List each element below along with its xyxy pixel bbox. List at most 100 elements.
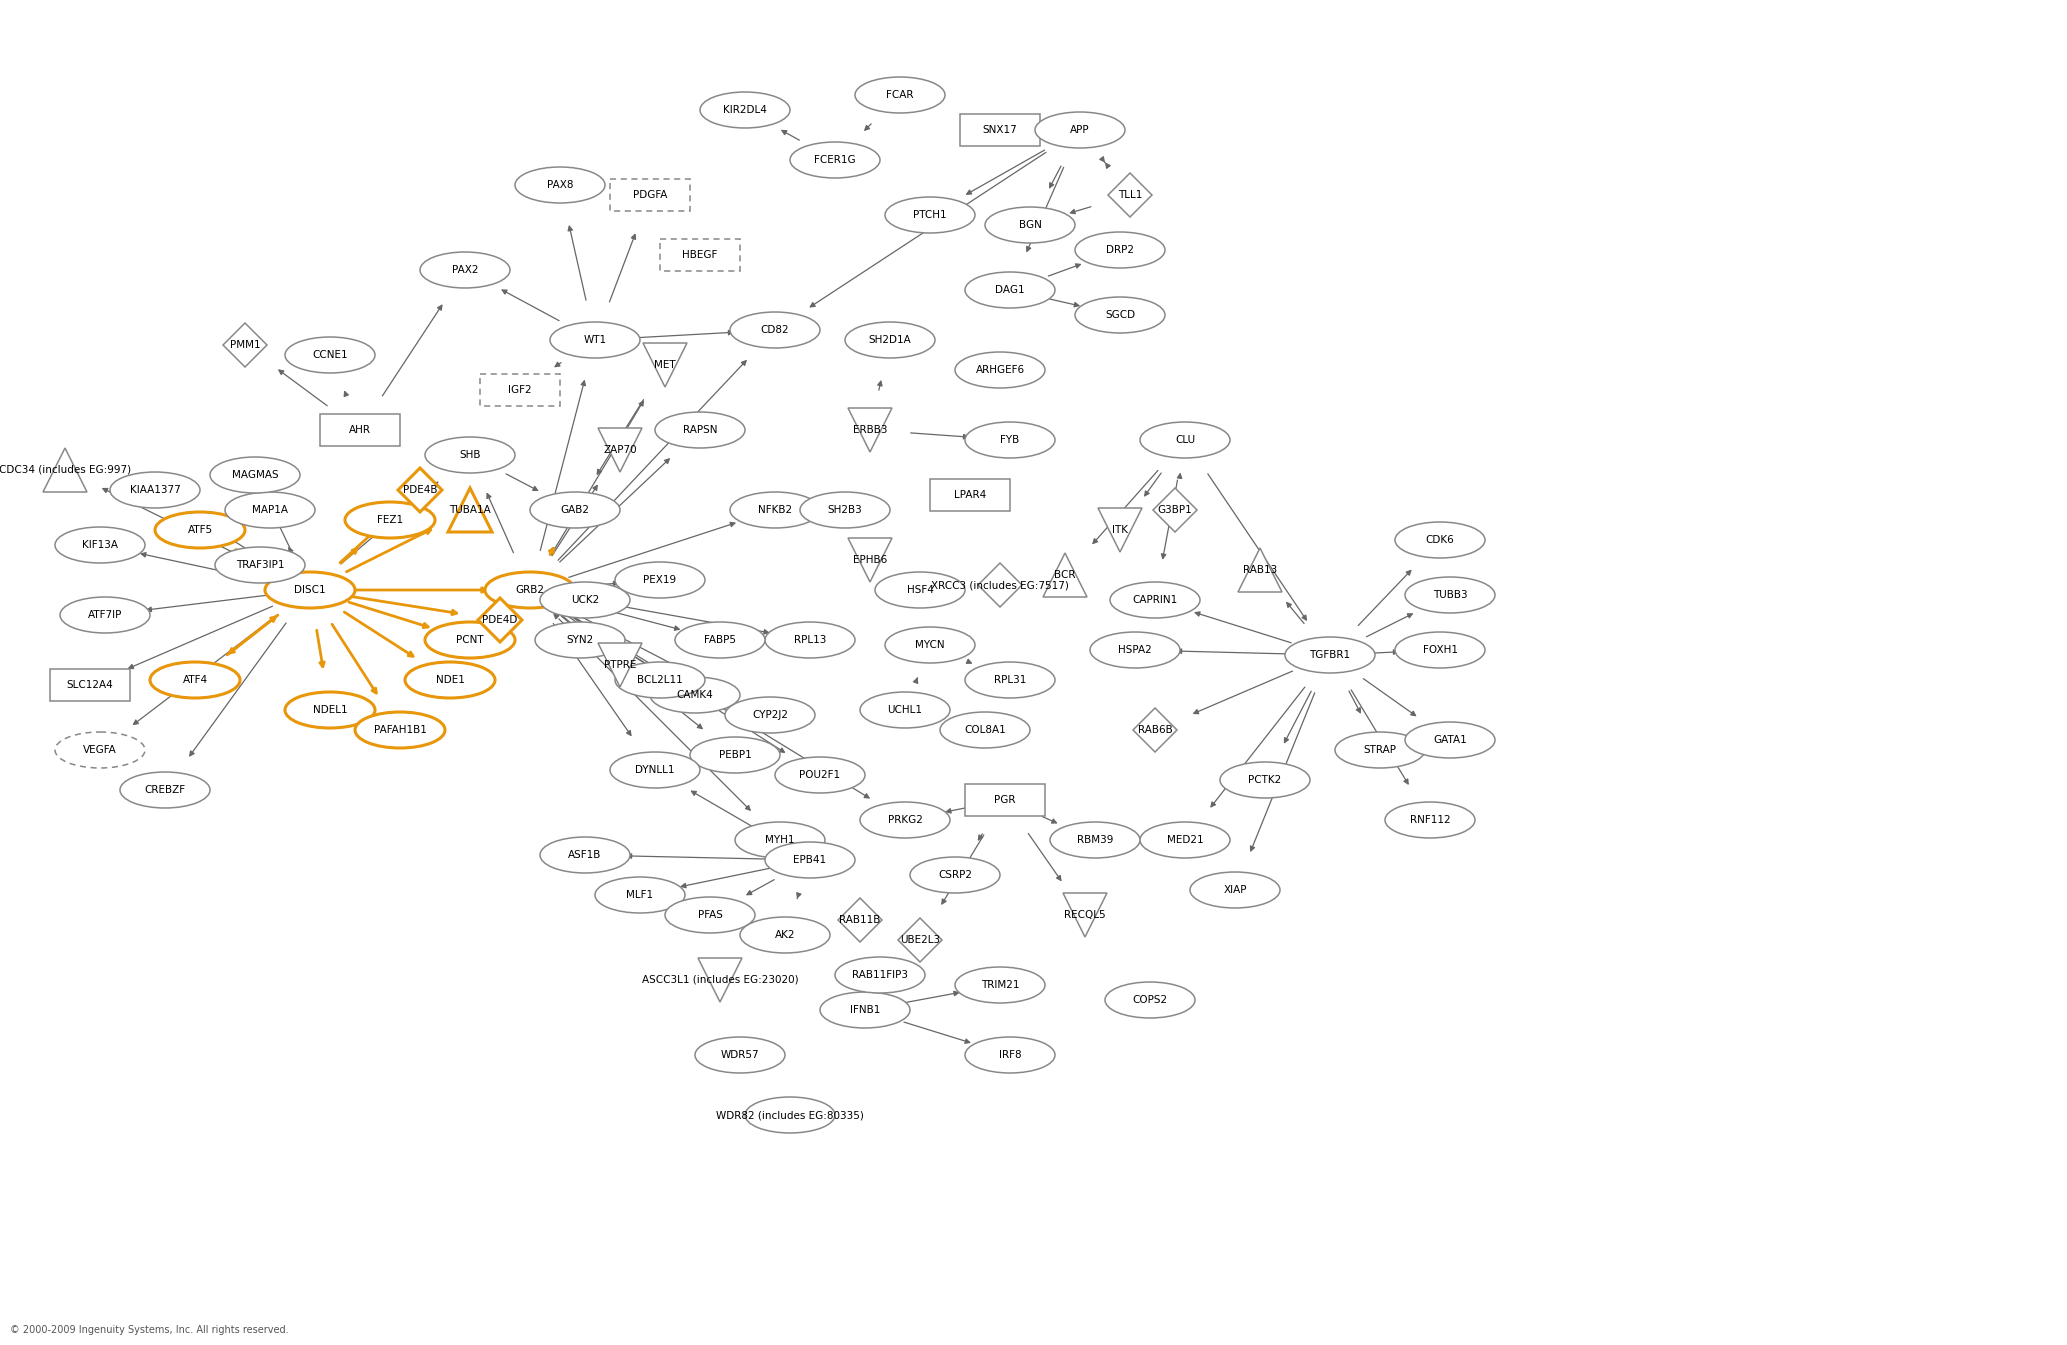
Text: KIAA1377: KIAA1377 — [130, 486, 180, 495]
Ellipse shape — [285, 691, 374, 728]
Polygon shape — [847, 408, 893, 452]
Ellipse shape — [730, 492, 821, 529]
Text: PMM1: PMM1 — [229, 340, 260, 350]
Ellipse shape — [765, 842, 856, 878]
Ellipse shape — [986, 207, 1075, 243]
Ellipse shape — [426, 437, 515, 473]
Text: PFAS: PFAS — [697, 911, 723, 920]
Text: RPL31: RPL31 — [994, 675, 1025, 685]
FancyBboxPatch shape — [930, 479, 1011, 511]
Text: PCTK2: PCTK2 — [1248, 775, 1282, 785]
Text: FABP5: FABP5 — [705, 635, 736, 646]
Ellipse shape — [1406, 722, 1494, 759]
Text: TUBB3: TUBB3 — [1432, 590, 1468, 600]
Text: WT1: WT1 — [583, 335, 606, 346]
Ellipse shape — [155, 512, 246, 547]
Text: PAFAH1B1: PAFAH1B1 — [374, 725, 426, 734]
Polygon shape — [597, 643, 643, 687]
Ellipse shape — [1220, 763, 1310, 798]
Ellipse shape — [225, 492, 314, 529]
Text: CDK6: CDK6 — [1426, 535, 1455, 545]
Ellipse shape — [110, 472, 200, 508]
Ellipse shape — [666, 897, 754, 933]
Polygon shape — [1062, 893, 1108, 937]
Ellipse shape — [744, 1098, 835, 1132]
Text: RAB11B: RAB11B — [839, 915, 881, 925]
Ellipse shape — [874, 572, 965, 608]
Polygon shape — [597, 428, 643, 472]
Ellipse shape — [1335, 732, 1424, 768]
Text: NFKB2: NFKB2 — [759, 504, 792, 515]
Text: RAB13: RAB13 — [1242, 565, 1277, 576]
Text: FOXH1: FOXH1 — [1422, 646, 1457, 655]
Text: UCHL1: UCHL1 — [887, 705, 922, 716]
Text: SGCD: SGCD — [1106, 309, 1135, 320]
Text: TRIM21: TRIM21 — [980, 981, 1019, 990]
Ellipse shape — [1385, 802, 1476, 838]
Text: VEGFA: VEGFA — [83, 745, 118, 755]
Text: PEX19: PEX19 — [643, 576, 676, 585]
Ellipse shape — [1286, 638, 1375, 672]
FancyBboxPatch shape — [50, 668, 130, 701]
Ellipse shape — [1110, 582, 1201, 617]
Text: CCNE1: CCNE1 — [312, 350, 347, 360]
Text: CYP2J2: CYP2J2 — [752, 710, 788, 720]
Ellipse shape — [860, 802, 951, 838]
Text: CLU: CLU — [1174, 434, 1195, 445]
Ellipse shape — [1036, 112, 1124, 148]
Text: CREBZF: CREBZF — [145, 785, 186, 795]
FancyBboxPatch shape — [610, 179, 690, 211]
Text: © 2000-2009 Ingenuity Systems, Inc. All rights reserved.: © 2000-2009 Ingenuity Systems, Inc. All … — [10, 1325, 289, 1336]
Text: MYH1: MYH1 — [765, 835, 794, 845]
Text: MLF1: MLF1 — [626, 890, 653, 900]
Text: PDGFA: PDGFA — [633, 190, 668, 200]
Ellipse shape — [486, 572, 575, 608]
Text: CAPRIN1: CAPRIN1 — [1133, 594, 1178, 605]
FancyBboxPatch shape — [659, 239, 740, 270]
Ellipse shape — [676, 621, 765, 658]
Text: AHR: AHR — [349, 425, 370, 434]
Ellipse shape — [940, 712, 1029, 748]
Polygon shape — [699, 958, 742, 1002]
Ellipse shape — [821, 993, 909, 1028]
Text: CSRP2: CSRP2 — [938, 870, 971, 880]
Text: PDE4D: PDE4D — [482, 615, 517, 625]
Text: ZAP70: ZAP70 — [604, 445, 637, 455]
Ellipse shape — [1191, 872, 1279, 908]
Text: TLL1: TLL1 — [1118, 190, 1143, 200]
Text: SLC12A4: SLC12A4 — [66, 681, 114, 690]
Text: BGN: BGN — [1019, 221, 1042, 230]
Text: DISC1: DISC1 — [294, 585, 327, 594]
Text: PAX8: PAX8 — [548, 180, 573, 190]
Ellipse shape — [885, 196, 976, 233]
Ellipse shape — [356, 712, 444, 748]
Text: TUBA1A: TUBA1A — [449, 504, 490, 515]
Text: ATF5: ATF5 — [188, 525, 213, 535]
Text: SHB: SHB — [459, 451, 482, 460]
Text: PAX2: PAX2 — [453, 265, 477, 274]
Ellipse shape — [610, 752, 701, 788]
Ellipse shape — [909, 857, 1000, 893]
Ellipse shape — [550, 321, 641, 358]
Polygon shape — [847, 538, 893, 582]
Text: RECQL5: RECQL5 — [1065, 911, 1106, 920]
Ellipse shape — [515, 167, 606, 203]
Polygon shape — [1238, 547, 1282, 592]
Text: SYN2: SYN2 — [566, 635, 593, 646]
Text: TRAF3IP1: TRAF3IP1 — [236, 560, 285, 570]
Ellipse shape — [426, 621, 515, 658]
Ellipse shape — [955, 352, 1046, 387]
Text: PTPRE: PTPRE — [604, 660, 637, 670]
Text: FEZ1: FEZ1 — [376, 515, 403, 525]
Text: ATF7IP: ATF7IP — [87, 611, 122, 620]
Text: PEBP1: PEBP1 — [719, 751, 752, 760]
Polygon shape — [837, 898, 883, 941]
Text: AK2: AK2 — [775, 929, 796, 940]
Text: MET: MET — [653, 360, 676, 370]
Ellipse shape — [965, 662, 1054, 698]
Ellipse shape — [1141, 422, 1230, 459]
Text: G3BP1: G3BP1 — [1158, 504, 1193, 515]
Text: KIR2DL4: KIR2DL4 — [723, 105, 767, 116]
Ellipse shape — [1075, 231, 1166, 268]
Ellipse shape — [211, 457, 300, 494]
